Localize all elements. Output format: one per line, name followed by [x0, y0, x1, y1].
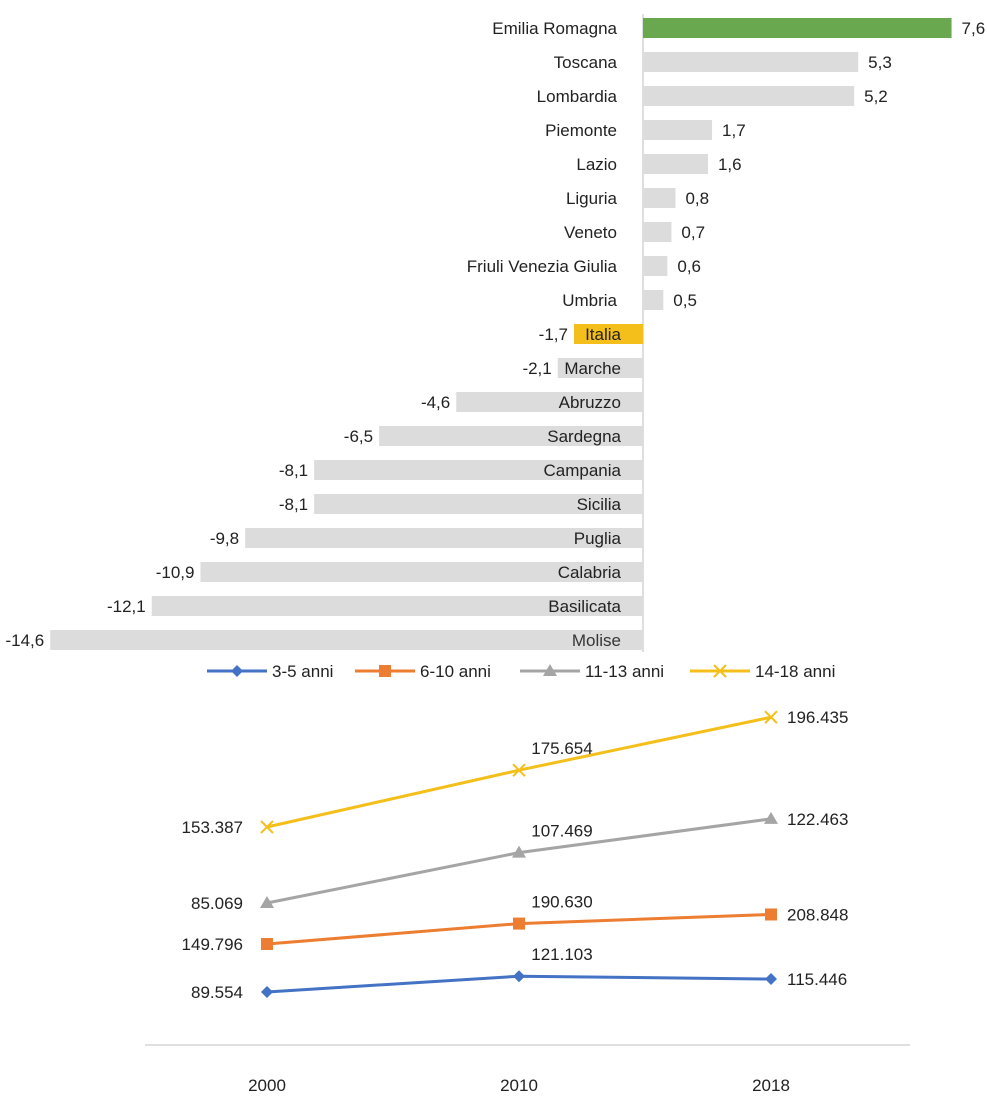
data-label-3-5-anni-2018: 115.446	[787, 970, 847, 989]
bar-basilicata	[151, 596, 644, 616]
value-label-emilia-romagna: 7,6	[962, 19, 986, 38]
bar-toscana	[643, 52, 859, 72]
point-14-18-anni-2018	[764, 710, 778, 724]
value-label-veneto: 0,7	[681, 223, 705, 242]
line-chart: 2000 2010 2018 89.554 121.103 115.446 149.796 1…	[145, 708, 910, 1095]
category-label-veneto: Veneto	[564, 223, 617, 242]
bar-abruzzo	[456, 392, 643, 412]
category-label-emilia-romagna: Emilia Romagna	[492, 19, 617, 38]
value-label-sicilia: -8,1	[279, 495, 308, 514]
bar-friuli-venezia-giulia	[643, 256, 668, 276]
data-label-14-18-anni-2000: 153.387	[182, 818, 243, 837]
category-label-italia: Italia	[585, 325, 621, 344]
category-label-umbria: Umbria	[562, 291, 617, 310]
point-3-5-anni-2010	[513, 970, 525, 983]
bar-italia	[573, 324, 643, 344]
bar-calabria	[200, 562, 643, 582]
category-label-sicilia: Sicilia	[577, 495, 622, 514]
point-3-5-anni-2018	[765, 973, 777, 986]
point-11-13-anni-2000	[260, 896, 274, 908]
point-3-5-anni-2000	[261, 986, 273, 998]
legend-label-14-18-anni: 14-18 anni	[755, 662, 835, 681]
x-tick-label-2010: 2010	[500, 1076, 538, 1095]
category-label-calabria: Calabria	[558, 563, 622, 582]
data-label-11-13-anni-2000: 85.069	[191, 894, 243, 913]
data-label-3-5-anni-2000: 89.554	[191, 983, 243, 1002]
value-label-umbria: 0,5	[673, 291, 697, 310]
data-label-6-10-anni-2000: 149.796	[182, 935, 243, 954]
value-label-basilicata: -12,1	[107, 597, 146, 616]
bar-campania	[314, 460, 643, 480]
legend-marker-11-13-anni	[543, 664, 557, 676]
point-14-18-anni-2000	[260, 820, 274, 834]
bar-molise	[50, 630, 644, 650]
category-label-abruzzo: Abruzzo	[559, 393, 621, 412]
category-label-molise: Molise	[572, 631, 621, 650]
category-label-sardegna: Sardegna	[547, 427, 621, 446]
bar-lombardia	[643, 86, 855, 106]
bar-chart: Emilia Romagna 7,6 Toscana 5,3 Lombardia 5,2 P…	[5, 14, 985, 652]
value-label-molise: -14,6	[5, 631, 44, 650]
point-11-13-anni-2018	[764, 811, 778, 824]
legend-label-11-13-anni: 11-13 anni	[585, 662, 664, 681]
value-label-toscana: 5,3	[868, 53, 892, 72]
category-label-friuli-venezia-giulia: Friuli Venezia Giulia	[467, 257, 618, 276]
value-label-piemonte: 1,7	[722, 121, 746, 140]
legend-marker-3-5-anni	[231, 665, 243, 677]
data-label-14-18-anni-2018: 196.435	[787, 708, 848, 727]
category-label-piemonte: Piemonte	[545, 121, 617, 140]
legend-marker-6-10-anni	[379, 665, 391, 677]
value-label-abruzzo: -4,6	[421, 393, 450, 412]
value-label-marche: -2,1	[522, 359, 551, 378]
value-label-italia: -1,7	[539, 325, 568, 344]
point-14-18-anni-2010	[512, 763, 526, 777]
value-label-sardegna: -6,5	[344, 427, 373, 446]
value-label-calabria: -10,9	[156, 563, 195, 582]
bar-marche	[557, 358, 643, 378]
value-label-puglia: -9,8	[210, 529, 239, 548]
legend-marker-14-18-anni	[713, 664, 727, 678]
bar-sicilia	[314, 494, 643, 514]
x-tick-label-2018: 2018	[752, 1076, 790, 1095]
category-label-toscana: Toscana	[554, 53, 618, 72]
bar-emilia-romagna	[643, 18, 952, 38]
bar-puglia	[245, 528, 643, 548]
category-label-lazio: Lazio	[576, 155, 617, 174]
category-label-marche: Marche	[564, 359, 621, 378]
bar-liguria	[643, 188, 676, 208]
legend-label-6-10-anni: 6-10 anni	[420, 662, 491, 681]
value-label-campania: -8,1	[279, 461, 308, 480]
category-label-puglia: Puglia	[574, 529, 622, 548]
x-tick-label-2000: 2000	[248, 1076, 286, 1095]
point-6-10-anni-2010	[513, 917, 525, 930]
bar-piemonte	[643, 120, 713, 140]
value-label-lazio: 1,6	[718, 155, 742, 174]
data-label-3-5-anni-2010: 121.103	[531, 945, 592, 964]
data-label-6-10-anni-2010: 190.630	[531, 893, 592, 912]
series-line-14-18-anni	[266, 715, 772, 829]
point-6-10-anni-2000	[261, 938, 273, 950]
point-11-13-anni-2010	[512, 845, 526, 858]
category-label-liguria: Liguria	[566, 189, 618, 208]
data-label-14-18-anni-2010: 175.654	[531, 739, 592, 758]
value-label-lombardia: 5,2	[864, 87, 888, 106]
point-6-10-anni-2018	[765, 908, 777, 921]
category-label-basilicata: Basilicata	[548, 597, 621, 616]
bar-umbria	[643, 290, 664, 310]
value-label-friuli-venezia-giulia: 0,6	[677, 257, 701, 276]
legend-label-3-5-anni: 3-5 anni	[272, 662, 333, 681]
data-label-6-10-anni-2018: 208.848	[787, 905, 848, 924]
series-line-11-13-anni	[266, 817, 772, 905]
bar-veneto	[643, 222, 672, 242]
category-label-lombardia: Lombardia	[537, 87, 618, 106]
data-label-11-13-anni-2010: 107.469	[531, 822, 592, 841]
category-label-campania: Campania	[544, 461, 622, 480]
bar-lazio	[643, 154, 708, 174]
value-label-liguria: 0,8	[685, 189, 709, 208]
data-label-11-13-anni-2018: 122.463	[787, 810, 848, 829]
bar-sardegna	[379, 426, 643, 446]
line-chart-legend: 3-5 anni 6-10 anni 11-13 anni 14-18 anni	[207, 662, 835, 681]
